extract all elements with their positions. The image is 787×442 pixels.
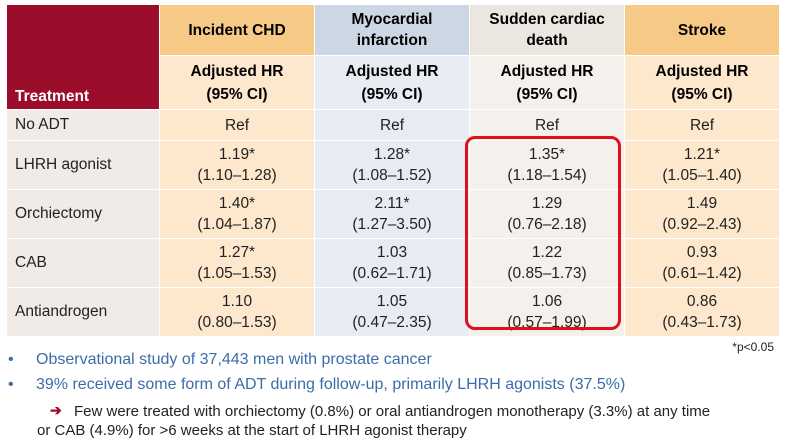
subheader-cell: Adjusted HR (95% CI) xyxy=(159,55,315,110)
hr-value: 1.21* xyxy=(683,146,721,163)
hr-value: 1.05 xyxy=(376,293,408,310)
hr-cell: 1.22 (0.85–1.73) xyxy=(469,238,625,288)
table-row: No ADT Ref Ref Ref Ref xyxy=(6,109,780,141)
significance-footnote: *p<0.05 xyxy=(732,340,774,354)
ci-value: (0.57–1.99) xyxy=(507,314,587,331)
sub-bullet-line2: or CAB (4.9%) for >6 weeks at the start … xyxy=(37,422,467,439)
hr-value: 0.93 xyxy=(686,244,718,261)
hr-value: 1.40* xyxy=(218,195,256,212)
hr-value: 1.35* xyxy=(528,146,566,163)
table-row: Antiandrogen 1.10 (0.80–1.53) 1.05 (0.47–2… xyxy=(6,287,780,337)
subheader-line1: Adjusted HR xyxy=(655,62,749,80)
subheader-cell: Adjusted HR (95% CI) xyxy=(469,55,625,110)
hr-cell: 1.19* (1.10–1.28) xyxy=(159,140,315,190)
table-row: LHRH agonist 1.19* (1.10–1.28) 1.28* (1.08… xyxy=(6,140,780,190)
hr-value: 1.49 xyxy=(686,195,718,212)
ci-value: (0.85–1.73) xyxy=(507,265,587,282)
row-label: LHRH agonist xyxy=(6,140,160,190)
subheader-line1: Adjusted HR xyxy=(500,62,594,80)
ci-value: (1.27–3.50) xyxy=(352,216,432,233)
col-header-incident-chd: Incident CHD xyxy=(159,4,315,56)
hr-value: 1.28* xyxy=(373,146,411,163)
hr-cell: 1.49 (0.92–2.43) xyxy=(624,189,780,239)
col-header-sudden-cardiac-death: Sudden cardiac death xyxy=(469,4,625,56)
subheader-line1: Adjusted HR xyxy=(345,62,439,80)
hr-cell: 1.28* (1.08–1.52) xyxy=(314,140,470,190)
row-label: CAB xyxy=(6,238,160,288)
hr-value: 1.22 xyxy=(531,244,563,261)
hr-value: Ref xyxy=(469,109,625,141)
sub-bullet-line1: Few were treated with orchiectomy (0.8%)… xyxy=(74,403,711,420)
row-label: Antiandrogen xyxy=(6,287,160,337)
hr-cell: 1.21* (1.05–1.40) xyxy=(624,140,780,190)
hr-cell: 1.35* (1.18–1.54) xyxy=(469,140,625,190)
ci-value: (1.08–1.52) xyxy=(352,167,432,184)
bullet-text: Observational study of 37,443 men with p… xyxy=(36,351,432,368)
hr-value: Ref xyxy=(314,109,470,141)
subheader-line2: (95% CI) xyxy=(516,85,578,103)
hr-value: 0.86 xyxy=(686,293,718,310)
arrow-right-icon: ➔ xyxy=(50,402,62,418)
hr-value: Ref xyxy=(624,109,780,141)
hr-cell: 0.86 (0.43–1.73) xyxy=(624,287,780,337)
row-label: No ADT xyxy=(6,109,160,141)
subheader-line2: (95% CI) xyxy=(206,85,268,103)
row-label: Orchiectomy xyxy=(6,189,160,239)
table-row: Orchiectomy 1.40* (1.04–1.87) 2.11* (1.27–… xyxy=(6,189,780,239)
hr-value: 1.03 xyxy=(376,244,408,261)
hr-cell: 2.11* (1.27–3.50) xyxy=(314,189,470,239)
bullet-item: • Observational study of 37,443 men with … xyxy=(8,351,432,369)
bullet-dot-icon: • xyxy=(8,376,14,393)
subheader-line2: (95% CI) xyxy=(671,85,733,103)
hr-cell: 1.40* (1.04–1.87) xyxy=(159,189,315,239)
hr-table: Treatment Incident CHD Myocardial infarc… xyxy=(6,4,780,337)
hr-cell: 1.10 (0.80–1.53) xyxy=(159,287,315,337)
ci-value: (1.04–1.87) xyxy=(197,216,277,233)
subheader-line2: (95% CI) xyxy=(361,85,423,103)
ci-value: (1.10–1.28) xyxy=(197,167,277,184)
hr-value: 1.10 xyxy=(221,293,253,310)
hr-value: 1.29 xyxy=(531,195,563,212)
bullet-item: • 39% received some form of ADT during fo… xyxy=(8,376,625,394)
ci-value: (0.92–2.43) xyxy=(662,216,742,233)
hr-cell: 1.05 (0.47–2.35) xyxy=(314,287,470,337)
hr-value: 1.19* xyxy=(218,146,256,163)
ci-value: (0.76–2.18) xyxy=(507,216,587,233)
hr-cell: 1.06 (0.57–1.99) xyxy=(469,287,625,337)
hr-value: 1.27* xyxy=(218,244,256,261)
bullet-text: 39% received some form of ADT during fol… xyxy=(36,376,626,393)
ci-value: (0.62–1.71) xyxy=(352,265,432,282)
ci-value: (0.61–1.42) xyxy=(662,265,742,282)
table-row: CAB 1.27* (1.05–1.53) 1.03 (0.62–1.71) 1.2… xyxy=(6,238,780,288)
hr-cell: 1.29 (0.76–2.18) xyxy=(469,189,625,239)
subheader-cell: Adjusted HR (95% CI) xyxy=(314,55,470,110)
ci-value: (1.05–1.53) xyxy=(197,265,277,282)
hr-value: Ref xyxy=(159,109,315,141)
col-header-stroke: Stroke xyxy=(624,4,780,56)
subheader-line1: Adjusted HR xyxy=(190,62,284,80)
ci-value: (1.18–1.54) xyxy=(507,167,587,184)
ci-value: (0.80–1.53) xyxy=(197,314,277,331)
hr-value: 2.11* xyxy=(374,195,410,212)
hr-cell: 1.03 (0.62–1.71) xyxy=(314,238,470,288)
ci-value: (0.47–2.35) xyxy=(352,314,432,331)
subheader-cell: Adjusted HR (95% CI) xyxy=(624,55,780,110)
col-header-myocardial-infarction: Myocardial infarction xyxy=(314,4,470,56)
hr-cell: 0.93 (0.61–1.42) xyxy=(624,238,780,288)
hr-value: 1.06 xyxy=(531,293,563,310)
ci-value: (1.05–1.40) xyxy=(662,167,742,184)
treatment-header: Treatment xyxy=(6,4,160,110)
hr-cell: 1.27* (1.05–1.53) xyxy=(159,238,315,288)
bullet-dot-icon: • xyxy=(8,351,14,368)
ci-value: (0.43–1.73) xyxy=(662,314,742,331)
